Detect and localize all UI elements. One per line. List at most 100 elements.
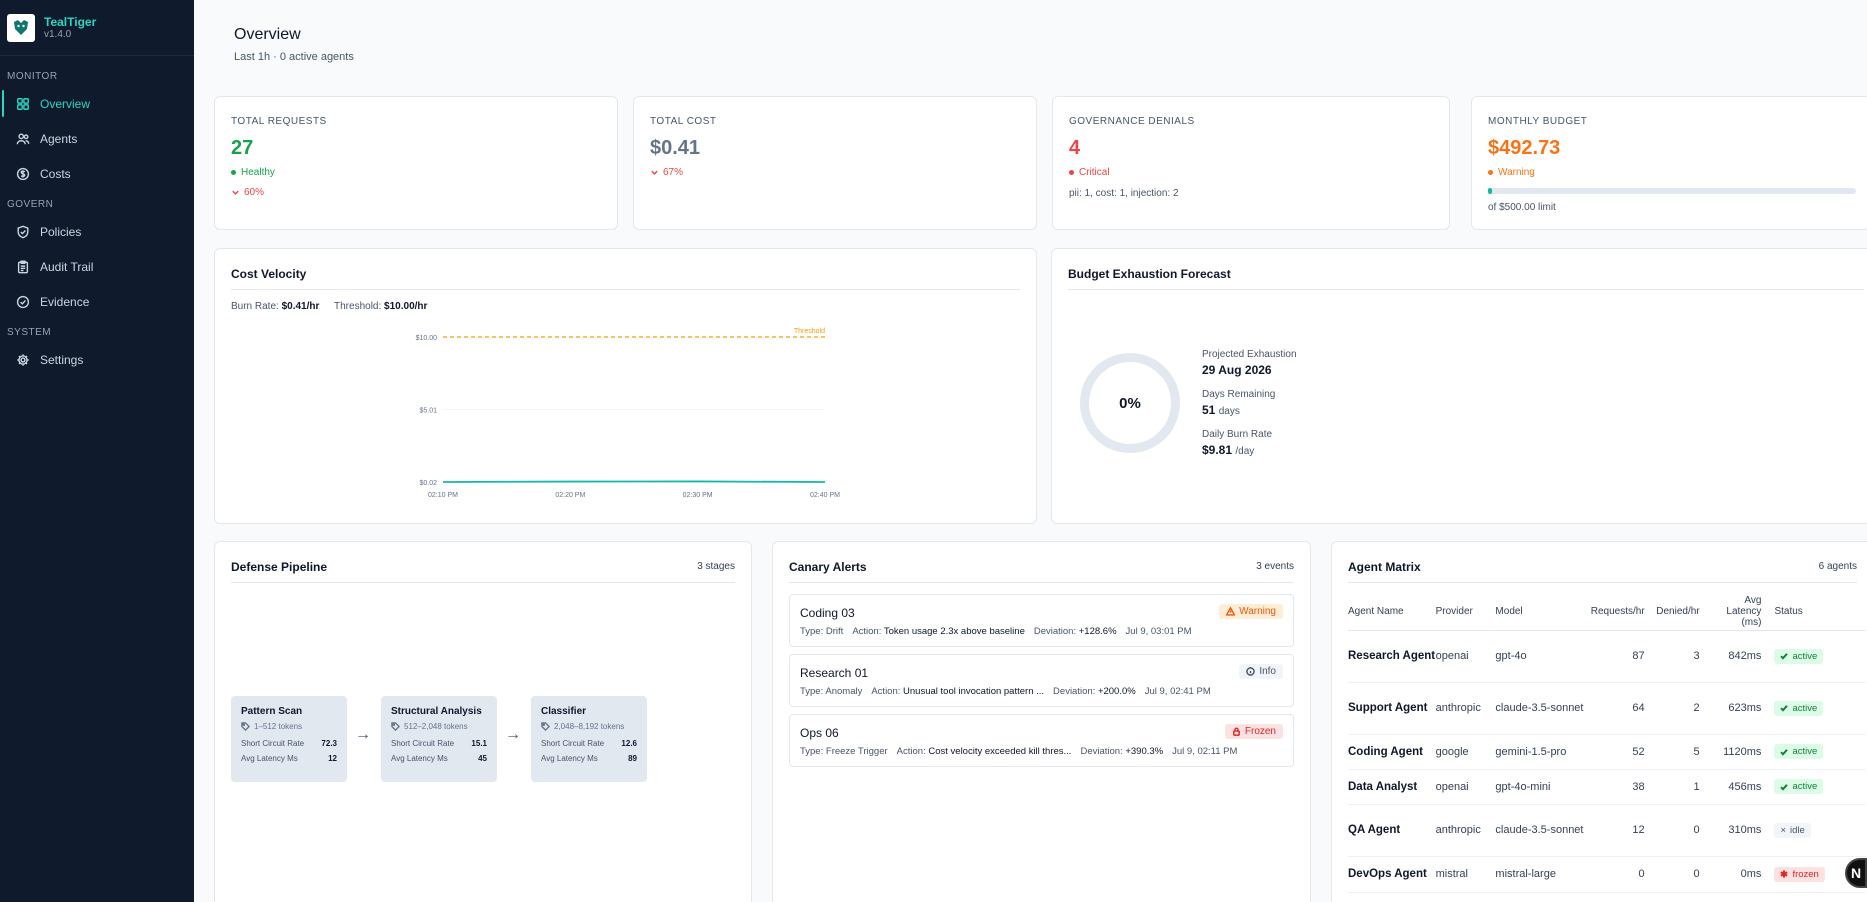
agent-requests: 38: [1590, 769, 1653, 805]
metric-value: 89: [628, 754, 637, 763]
fc-label: Daily Burn Rate: [1202, 429, 1273, 440]
nav-section-govern: GOVERN: [7, 199, 54, 210]
agent-model: gemini-1.5-pro: [1495, 734, 1591, 770]
lock-icon: [1232, 727, 1240, 736]
table-row[interactable]: Coding Agent google gemini-1.5-pro 52 5 …: [1348, 734, 1866, 770]
type-value: Anomaly: [825, 686, 863, 697]
agent-name: QA Agent: [1348, 804, 1436, 857]
stage-tokens-text: 1–512 tokens: [254, 722, 303, 731]
metric-value: 12: [328, 754, 337, 763]
column-header[interactable]: Avg Latency (ms): [1707, 594, 1770, 631]
sidebar-item-agents[interactable]: Agents: [0, 121, 194, 156]
stage-metric: Short Circuit Rate 12.6: [541, 739, 637, 748]
x-tick-label: 02:30 PM: [683, 492, 713, 499]
column-header[interactable]: Requests/hr: [1590, 594, 1653, 631]
kpi-card-monthly-budget: MONTHLY BUDGET $492.73 Warning of $500.0…: [1471, 96, 1867, 230]
alert-badge-warning: Warning: [1219, 604, 1283, 619]
stage-tokens: 2,048–8,192 tokens: [541, 722, 637, 731]
fc-value: 51 days: [1202, 403, 1275, 417]
column-header[interactable]: Model: [1495, 594, 1591, 631]
table-row[interactable]: Support Agent anthropic claude-3.5-sonne…: [1348, 682, 1866, 735]
table-row[interactable]: Data Analyst openai gpt-4o-mini 38 1 456…: [1348, 769, 1866, 805]
check-icon: [1780, 705, 1789, 712]
table-row[interactable]: DevOps Agent mistral mistral-large 0 0 0…: [1348, 856, 1866, 893]
kpi-label: TOTAL REQUESTS: [231, 116, 327, 127]
agent-status: × idle: [1769, 804, 1866, 857]
pipeline-stage[interactable]: Pattern Scan 1–512 tokens Short Circuit …: [231, 696, 347, 782]
arrow-right-icon: →: [505, 726, 521, 743]
sidebar-item-policies[interactable]: Policies: [0, 214, 194, 249]
agent-status: active: [1769, 630, 1866, 683]
canary-alert[interactable]: Ops 06 Frozen Type: Freeze Trigger Action…: [789, 714, 1294, 767]
sidebar-item-audit-trail[interactable]: Audit Trail: [0, 249, 194, 284]
deviation-label: Deviation:: [1053, 686, 1096, 697]
brand-version: v1.4.0: [44, 28, 72, 40]
stage-metric: Avg Latency Ms 89: [541, 754, 637, 763]
tealtiger-logo: [7, 13, 35, 42]
fc-value: 29 Aug 2026: [1202, 363, 1272, 377]
gear-icon: [17, 353, 29, 366]
fc-label: Days Remaining: [1202, 389, 1276, 400]
stage-metric: Short Circuit Rate 15.1: [391, 739, 487, 748]
agent-status: active: [1769, 734, 1866, 770]
sidebar-item-overview[interactable]: Overview: [0, 86, 194, 121]
kpi-card-total-requests: TOTAL REQUESTS 27 Healthy 60%: [214, 96, 618, 230]
budget-progress-fill: [1488, 188, 1492, 194]
canary-alert[interactable]: Research 01 Info Type: Anomaly Action: Un…: [789, 654, 1294, 707]
agent-status: active: [1769, 682, 1866, 735]
table-row[interactable]: Research Agent openai gpt-4o 87 3 842ms …: [1348, 630, 1866, 683]
metric-value: 45: [478, 754, 487, 763]
arrow-right-icon: →: [355, 726, 371, 743]
column-header[interactable]: Status: [1769, 594, 1866, 631]
stage-tokens-text: 2,048–8,192 tokens: [554, 722, 625, 731]
divider: [231, 582, 735, 583]
floating-action-button[interactable]: N: [1845, 858, 1867, 888]
card-title: Agent Matrix: [1348, 560, 1421, 574]
alert-title: Research 01: [800, 666, 869, 680]
daily-burn-rate: Daily Burn Rate $9.81 /day: [1202, 429, 1272, 457]
alert-time: Jul 9, 02:41 PM: [1144, 686, 1211, 697]
dollar-icon: [16, 167, 30, 180]
status-text: active: [1792, 746, 1818, 757]
sidebar-item-costs[interactable]: Costs: [0, 156, 194, 191]
tag-icon: [541, 722, 550, 731]
badge-text: Info: [1259, 666, 1276, 677]
brand[interactable]: TealTiger v1.4.0: [0, 0, 194, 56]
type-label: Type:: [800, 686, 824, 697]
cost-velocity-chart: $10.00 $5.01 $0.02 02:10 PM 02:20 PM 02:30 PM…: [416, 328, 841, 499]
agent-provider: anthropic: [1435, 804, 1496, 857]
pipeline-stage[interactable]: Classifier 2,048–8,192 tokens Short Circ…: [531, 696, 647, 782]
pipeline-stage[interactable]: Structural Analysis 512–2,048 tokens Sho…: [381, 696, 497, 782]
kpi-status-text: Healthy: [241, 167, 275, 178]
column-header[interactable]: Denied/hr: [1652, 594, 1708, 631]
y-tick-label: $5.01: [419, 408, 437, 415]
series-line: [442, 480, 826, 483]
agent-model: gpt-4o-mini: [1495, 769, 1591, 805]
sidebar-item-evidence[interactable]: Evidence: [0, 284, 194, 319]
kpi-note: pii: 1, cost: 1, injection: 2: [1069, 188, 1179, 199]
column-header[interactable]: Provider: [1435, 594, 1496, 631]
deviation-label: Deviation:: [1033, 626, 1077, 637]
agent-count: 6 agents: [1818, 561, 1857, 572]
stage-name: Structural Analysis: [391, 706, 482, 717]
y-tick-label: $10.00: [416, 335, 438, 342]
warning-icon: [1226, 607, 1236, 616]
stage-name: Classifier: [541, 706, 587, 717]
alert-time: Jul 9, 02:11 PM: [1172, 746, 1238, 757]
canary-alert[interactable]: Coding 03 Warning Type: Drift Action: Tok…: [789, 594, 1294, 647]
type-value: Freeze Trigger: [825, 746, 888, 757]
budget-forecast-card: Budget Exhaustion Forecast 0% Projected …: [1051, 248, 1867, 524]
agent-name: Coding Agent: [1348, 734, 1436, 770]
check-icon: [1780, 783, 1789, 791]
check-icon: [1780, 748, 1789, 756]
projected-exhaustion: Projected Exhaustion 29 Aug 2026: [1202, 349, 1297, 377]
sidebar-item-label: Settings: [40, 352, 84, 367]
agent-model: mistral-large: [1495, 856, 1591, 893]
alert-details: Type: Freeze Trigger Action: Cost velocit…: [800, 746, 1237, 757]
sidebar-item-settings[interactable]: Settings: [0, 342, 194, 377]
tag-icon: [391, 722, 400, 731]
table-row[interactable]: QA Agent anthropic claude-3.5-sonnet 12 …: [1348, 804, 1866, 857]
agent-name: Data Analyst: [1348, 769, 1436, 805]
nav-section-monitor: MONITOR: [7, 71, 58, 82]
column-header[interactable]: Agent Name: [1348, 594, 1436, 631]
